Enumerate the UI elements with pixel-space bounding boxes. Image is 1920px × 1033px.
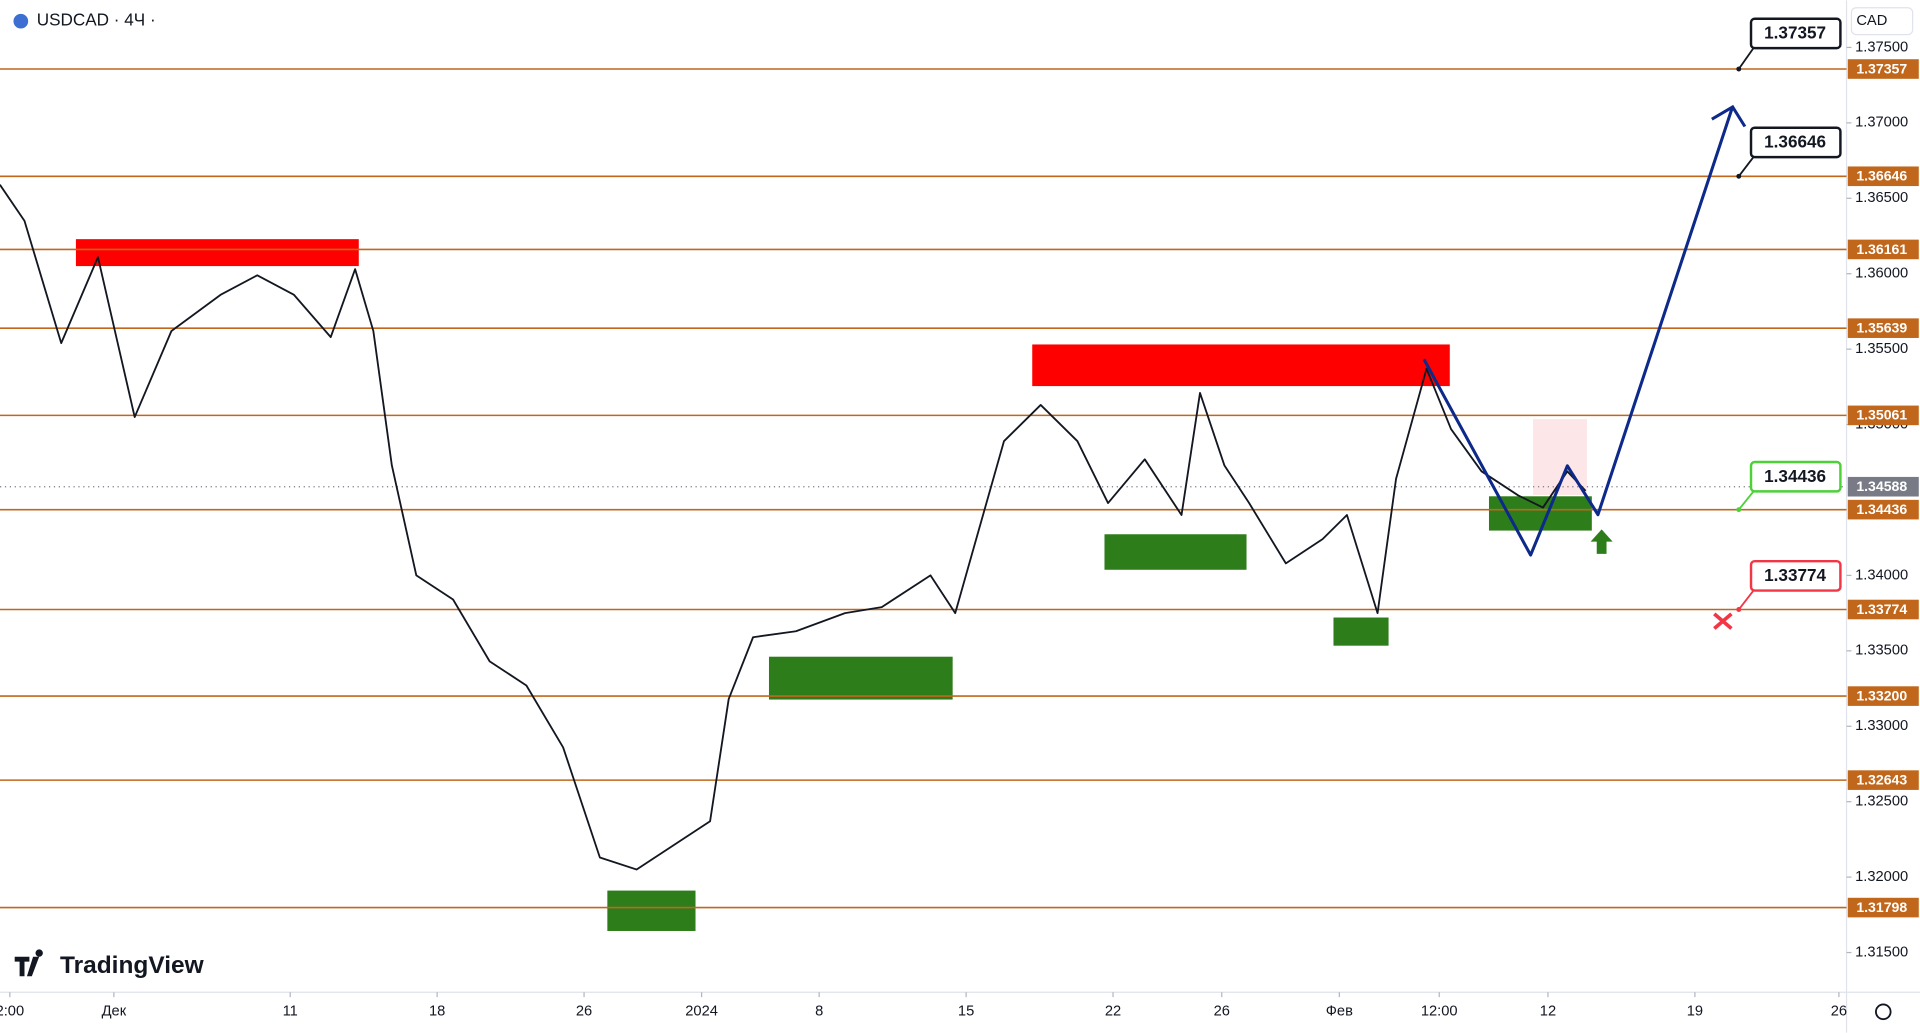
y-tick-label: 1.37500 xyxy=(1855,39,1908,55)
level-tag xyxy=(1847,686,1919,706)
level-label: 1.34436 xyxy=(1856,501,1907,517)
x-tick-label: Дек xyxy=(102,1004,127,1020)
level-tag xyxy=(1847,499,1919,520)
level-label: 1.36161 xyxy=(1856,241,1907,257)
last-price-tag xyxy=(1847,476,1919,497)
demand-zone xyxy=(1488,496,1592,531)
level-tag xyxy=(1847,897,1919,918)
x-tick-label: 12 xyxy=(1540,1004,1556,1020)
callout-anchor xyxy=(1736,607,1742,612)
level-tag xyxy=(1847,239,1919,260)
stop-marker xyxy=(1713,612,1733,630)
settings-icon[interactable] xyxy=(1875,1003,1892,1021)
x-tick-label: 15 xyxy=(958,1004,974,1020)
buy-arrow xyxy=(1590,529,1613,554)
x-tick-label: 8 xyxy=(815,1004,823,1020)
symbol-flag xyxy=(13,13,29,29)
x-tick-label: 2:00 xyxy=(0,1004,24,1020)
callout-leader xyxy=(1738,156,1755,177)
demand-zone xyxy=(768,656,953,700)
brand: TradingView xyxy=(60,952,205,979)
x-tick-label: Фев xyxy=(1326,1004,1353,1020)
y-tick-label: 1.34000 xyxy=(1855,567,1908,583)
callout-label: 1.37357 xyxy=(1764,23,1826,43)
y-tick-label: 1.33500 xyxy=(1855,643,1908,659)
x-tick-label: 2024 xyxy=(685,1004,718,1020)
x-tick-label: 22 xyxy=(1105,1004,1121,1020)
x-tick-label: 18 xyxy=(429,1004,445,1020)
currency-button[interactable] xyxy=(1850,7,1914,36)
level-tag xyxy=(1847,166,1919,187)
callout-anchor xyxy=(1736,66,1742,72)
level-tag xyxy=(1847,405,1919,426)
supply-zone xyxy=(1032,344,1450,387)
x-tick-label: 11 xyxy=(283,1004,298,1020)
demand-zone xyxy=(1104,534,1247,570)
y-tick-label: 1.37000 xyxy=(1855,115,1908,131)
level-tag xyxy=(1847,770,1919,790)
y-tick-label: 1.32000 xyxy=(1855,869,1908,885)
callout-leader xyxy=(1738,490,1755,511)
brand-logo xyxy=(14,949,43,977)
callout-leader xyxy=(1738,590,1755,611)
y-tick-label: 1.36500 xyxy=(1855,190,1908,206)
x-tick-label: 12:00 xyxy=(1421,1004,1458,1020)
callout-leader xyxy=(1738,47,1755,70)
level-label: 1.32643 xyxy=(1856,771,1907,787)
series-line xyxy=(1422,106,1734,557)
callout-box xyxy=(1749,559,1842,592)
callout-label: 1.33774 xyxy=(1764,565,1826,585)
level-label: 1.37357 xyxy=(1856,60,1907,76)
level-tag xyxy=(1847,599,1919,620)
level-label: 1.33200 xyxy=(1856,687,1907,703)
callout-box xyxy=(1749,126,1842,159)
forecast-arrowhead xyxy=(1711,104,1747,128)
zones xyxy=(75,239,1592,931)
level-label: 1.31798 xyxy=(1856,899,1907,915)
x-tick-label: 19 xyxy=(1687,1004,1703,1020)
demand-zone xyxy=(607,890,696,931)
x-tick-label: 26 xyxy=(1214,1004,1230,1020)
level-label: 1.35639 xyxy=(1856,320,1907,336)
callout-label: 1.34436 xyxy=(1764,466,1826,486)
callout-anchor xyxy=(1736,507,1742,513)
series-line xyxy=(0,184,1587,871)
currency[interactable]: CAD xyxy=(1856,13,1887,29)
level-tag xyxy=(1847,318,1919,338)
symbol-title: USDCAD · 4Ч · xyxy=(37,10,156,30)
last-price-label: 1.34588 xyxy=(1856,478,1907,494)
level-tag xyxy=(1847,59,1919,79)
demand-zone xyxy=(1333,617,1389,646)
y-tick-label: 1.35500 xyxy=(1855,341,1908,357)
callout-label: 1.36646 xyxy=(1764,132,1826,152)
y-tick-label: 1.32500 xyxy=(1855,794,1908,810)
callout-anchor xyxy=(1736,173,1742,179)
y-tick-label: 1.33000 xyxy=(1855,718,1908,734)
y-tick-label: 1.36000 xyxy=(1855,266,1908,282)
x-tick-label: 26 xyxy=(576,1004,592,1020)
callout-box xyxy=(1749,17,1842,50)
supply-zone xyxy=(75,239,359,267)
level-label: 1.35061 xyxy=(1856,407,1907,423)
level-label: 1.36646 xyxy=(1856,168,1907,184)
x-tick-label: 26 xyxy=(1831,1004,1847,1020)
callout-box xyxy=(1749,460,1842,493)
y-tick-label: 1.31500 xyxy=(1855,944,1908,960)
level-label: 1.33774 xyxy=(1856,601,1907,617)
